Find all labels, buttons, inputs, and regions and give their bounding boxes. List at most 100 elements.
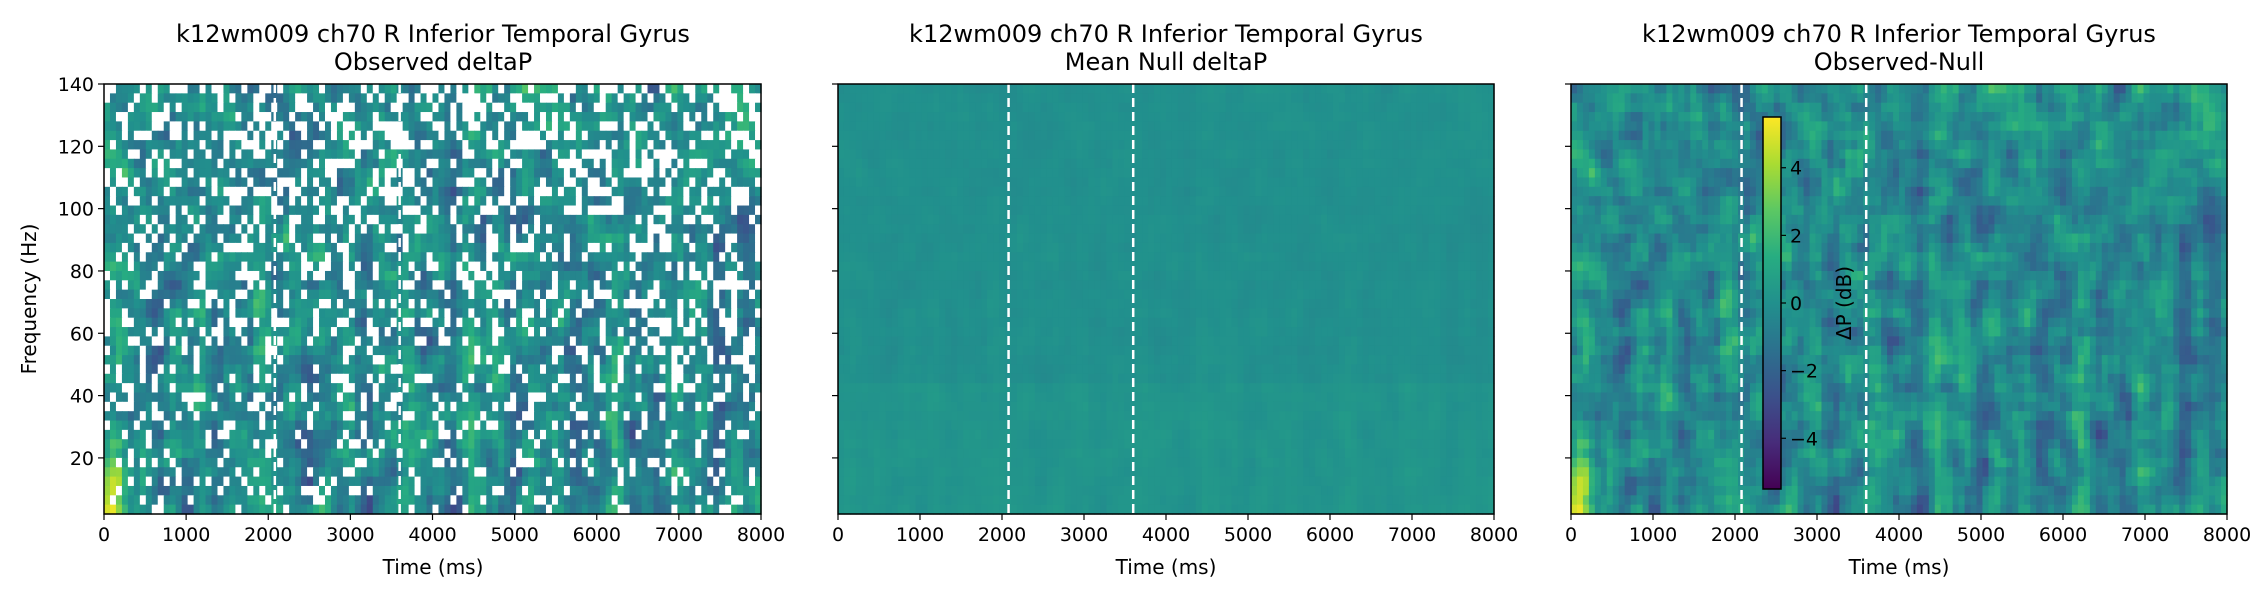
heatmap-cell [169, 457, 177, 468]
heatmap-cell [390, 177, 398, 188]
heatmap-cell [647, 214, 655, 225]
heatmap-cell [701, 242, 708, 253]
heatmap-cell [701, 457, 708, 468]
heatmap-cell [683, 467, 690, 478]
heatmap-cell [199, 355, 207, 366]
heatmap-cell [707, 429, 714, 440]
heatmap-cell [659, 429, 667, 440]
heatmap-cell [241, 280, 248, 291]
heatmap-cell [181, 280, 189, 291]
heatmap-cell [707, 261, 714, 272]
heatmap-cell [253, 373, 260, 384]
heatmap-cell [360, 476, 368, 487]
heatmap-cell [157, 84, 165, 94]
heatmap-cell [737, 467, 744, 478]
heatmap-cell [653, 102, 661, 113]
heatmap-cell [623, 224, 631, 235]
heatmap-cell [229, 196, 236, 207]
heatmap-cell [259, 485, 266, 496]
heatmap-cell [456, 476, 463, 487]
heatmap-cell [659, 439, 667, 450]
heatmap-cell [205, 149, 213, 160]
heatmap-cell [551, 252, 559, 263]
heatmap-cell [719, 327, 726, 337]
heatmap-cell [378, 289, 386, 300]
heatmap-cell [277, 457, 284, 468]
heatmap-cell [121, 140, 129, 151]
heatmap-cell [307, 289, 314, 300]
heatmap-cell [109, 401, 117, 412]
heatmap-cell [605, 242, 613, 253]
heatmap-cell [115, 317, 123, 328]
heatmap-cell [163, 383, 171, 394]
heatmap-cell [295, 84, 302, 94]
heatmap-cell [504, 299, 511, 309]
heatmap-cell [169, 420, 177, 431]
heatmap-cell [253, 177, 260, 188]
heatmap-cell [247, 476, 254, 487]
heatmap-cell [384, 448, 392, 459]
heatmap-cell [336, 355, 344, 366]
heatmap-cell [241, 196, 248, 207]
heatmap-cell [695, 242, 702, 253]
heatmap-cell [169, 345, 177, 356]
heatmap-cell [187, 373, 195, 384]
heatmap-cell [145, 242, 153, 253]
heatmap-cell [695, 224, 702, 235]
heatmap-cell [689, 448, 696, 459]
heatmap-cell [665, 205, 673, 216]
heatmap-cell [235, 401, 242, 412]
heatmap-cell [259, 242, 266, 253]
heatmap-cell [713, 84, 720, 94]
heatmap-cell [181, 270, 189, 281]
heatmap-cell [324, 429, 332, 440]
heatmap-cell [587, 411, 595, 422]
heatmap-cell [199, 205, 207, 216]
heatmap-cell [253, 476, 260, 487]
heatmap-cell [653, 420, 661, 431]
heatmap-cell [330, 186, 338, 197]
heatmap-cell [145, 495, 153, 506]
heatmap-cell [408, 373, 416, 384]
heatmap-cell [402, 130, 410, 141]
heatmap-cell [223, 448, 231, 459]
heatmap-cell [175, 317, 183, 328]
heatmap-cell [528, 355, 535, 366]
heatmap-cell [611, 364, 619, 375]
heatmap-cell [187, 495, 195, 506]
heatmap-cell [450, 485, 457, 496]
heatmap-cell [456, 439, 463, 450]
heatmap-cell [104, 439, 111, 450]
heatmap-cell [229, 420, 236, 431]
heatmap-cell [629, 224, 637, 235]
heatmap-cell [629, 317, 637, 328]
heatmap-cell [229, 504, 236, 515]
heatmap-cell [432, 495, 440, 506]
heatmap-cell [289, 270, 296, 281]
heatmap-cell [689, 457, 696, 468]
heatmap-cell [569, 196, 577, 207]
heatmap-cell [611, 158, 619, 169]
heatmap-cell [283, 261, 290, 272]
heatmap-cell [707, 411, 714, 422]
heatmap-cell [301, 112, 308, 122]
heatmap-cell [534, 345, 541, 356]
heatmap-cell [205, 495, 213, 506]
heatmap-cell [462, 233, 469, 244]
heatmap-cell [755, 448, 762, 459]
heatmap-cell [719, 205, 726, 216]
heatmap-cell [187, 224, 195, 235]
heatmap-cell [259, 168, 266, 179]
heatmap-cell [402, 93, 410, 104]
heatmap-cell [534, 205, 541, 216]
heatmap-cell [235, 495, 242, 506]
heatmap-cell [229, 457, 236, 468]
heatmap-cell [462, 327, 469, 337]
heatmap-cell [181, 345, 189, 356]
heatmap-cell [324, 121, 332, 132]
heatmap-cell [175, 233, 183, 244]
heatmap-cell [414, 373, 422, 384]
heatmap-cell [569, 280, 577, 291]
heatmap-cell [456, 485, 463, 496]
heatmap-cell [563, 420, 571, 431]
